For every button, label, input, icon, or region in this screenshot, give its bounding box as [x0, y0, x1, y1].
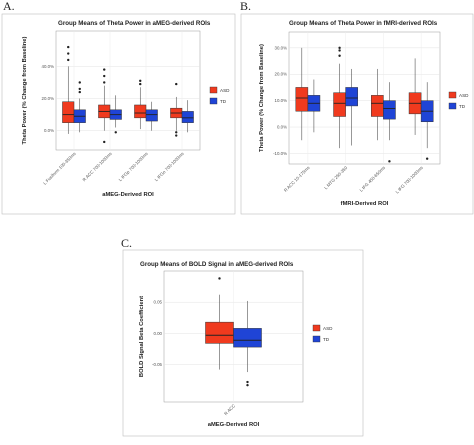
outlier-point — [246, 380, 249, 384]
outlier-point — [78, 81, 81, 84]
outlier-point — [78, 87, 81, 91]
box-td-1 — [73, 81, 86, 133]
legend-label-asd: ASD — [323, 326, 333, 331]
y-axis-label: BOLD Signal Beta Coefficient — [139, 296, 145, 377]
outlier-point — [67, 52, 70, 55]
box-iqr — [205, 321, 234, 344]
x-axis-label: aMEG-Derived ROI — [102, 192, 154, 198]
y-tick-label: -10.0% — [273, 151, 287, 156]
box-asd-1 — [62, 45, 75, 134]
outlier-point — [338, 54, 341, 57]
chart-panel-b: -10.0%0.0%10.0%20.0%30.0%R ACC 10-175ms L… — [240, 13, 474, 215]
legend-swatch-asd — [312, 324, 321, 332]
y-tick-label: 20.0% — [42, 96, 55, 101]
x-axis-label: fMRI-Derived ROI — [341, 201, 389, 207]
legend-swatch-td — [448, 102, 457, 110]
legend-swatch-td — [312, 335, 321, 343]
box-td-4 — [181, 100, 194, 133]
y-axis-label: Theta Power (% Change from Baseline) — [22, 36, 28, 144]
box-iqr — [371, 95, 384, 117]
y-tick-label: 30.0% — [275, 45, 288, 50]
outlier-point — [67, 58, 70, 62]
y-tick-label: 20.0% — [275, 72, 288, 77]
box-iqr — [383, 100, 396, 120]
box-iqr — [295, 87, 309, 112]
outlier-point — [114, 131, 117, 134]
box-iqr — [134, 104, 147, 119]
y-tick-label: 0.00 — [153, 331, 162, 336]
outlier-point — [338, 46, 341, 50]
outlier-point — [175, 131, 178, 134]
box-iqr — [181, 111, 194, 123]
y-tick-label: 40.0% — [42, 64, 55, 69]
outlier-point — [388, 160, 391, 163]
legend-label-asd: ASD — [220, 88, 230, 93]
chart-title: Group Means of Theta Power in fMRI-deriv… — [289, 20, 438, 27]
box-iqr — [233, 328, 262, 348]
legend-label-td: TD — [459, 104, 466, 109]
box-asd-3 — [134, 79, 147, 130]
box-asd-1 — [205, 277, 234, 370]
box-iqr — [345, 87, 358, 107]
legend-swatch-td — [209, 97, 218, 105]
box-asd-1 — [295, 47, 309, 141]
panel-b-letter: B. — [240, 0, 252, 13]
legend-label-td: TD — [323, 337, 330, 342]
outlier-point — [338, 49, 341, 52]
outlier-point — [103, 81, 106, 84]
y-tick-label: 0.0% — [277, 125, 287, 130]
box-td-1 — [233, 300, 262, 387]
panel-a-letter: A. — [3, 0, 15, 13]
outlier-point — [139, 79, 142, 83]
outlier-point — [139, 82, 142, 86]
box-td-3 — [383, 82, 396, 163]
outlier-point — [175, 82, 178, 86]
legend-label-asd: ASD — [459, 93, 469, 98]
box-iqr — [333, 92, 346, 117]
outlier-point — [103, 140, 106, 144]
legend-swatch-asd — [448, 91, 457, 99]
y-axis-label: Theta Power (% Change from Baseline) — [259, 44, 265, 152]
box-asd-2 — [98, 68, 111, 144]
box-td-3 — [145, 101, 158, 131]
panel-c-letter: C. — [121, 236, 133, 250]
chart-panel-a: 0.0%20.0%40.0%L Fusiform 100-350ms R ACC … — [1, 13, 236, 215]
x-axis-label: aMEG-Derived ROI — [208, 422, 260, 428]
plot-area — [55, 30, 201, 151]
box-asd-4 — [408, 58, 422, 135]
chart-title: Group Means of BOLD Signal in aMEG-deriv… — [140, 261, 294, 268]
box-td-4 — [420, 82, 434, 160]
box-iqr — [62, 101, 75, 123]
legend-label-td: TD — [220, 99, 227, 104]
y-tick-label: 10.0% — [275, 98, 288, 103]
outlier-point — [103, 74, 106, 78]
box-td-1 — [307, 79, 321, 133]
outlier-point — [78, 90, 81, 94]
box-td-2 — [109, 95, 122, 134]
outlier-point — [175, 134, 178, 137]
y-tick-label: -0.05 — [152, 362, 163, 367]
outlier-point — [218, 277, 221, 280]
outlier-point — [246, 383, 249, 387]
box-iqr — [145, 109, 158, 122]
y-tick-label: 0.05 — [153, 300, 162, 305]
outlier-point — [425, 157, 429, 160]
chart-title: Group Means of Theta Power in aMEG-deriv… — [58, 20, 211, 27]
outlier-point — [103, 68, 106, 71]
y-tick-label: 0.0% — [44, 128, 54, 133]
box-td-2 — [345, 68, 358, 146]
box-asd-3 — [371, 68, 384, 141]
legend-swatch-asd — [209, 86, 218, 94]
outlier-point — [67, 45, 70, 49]
